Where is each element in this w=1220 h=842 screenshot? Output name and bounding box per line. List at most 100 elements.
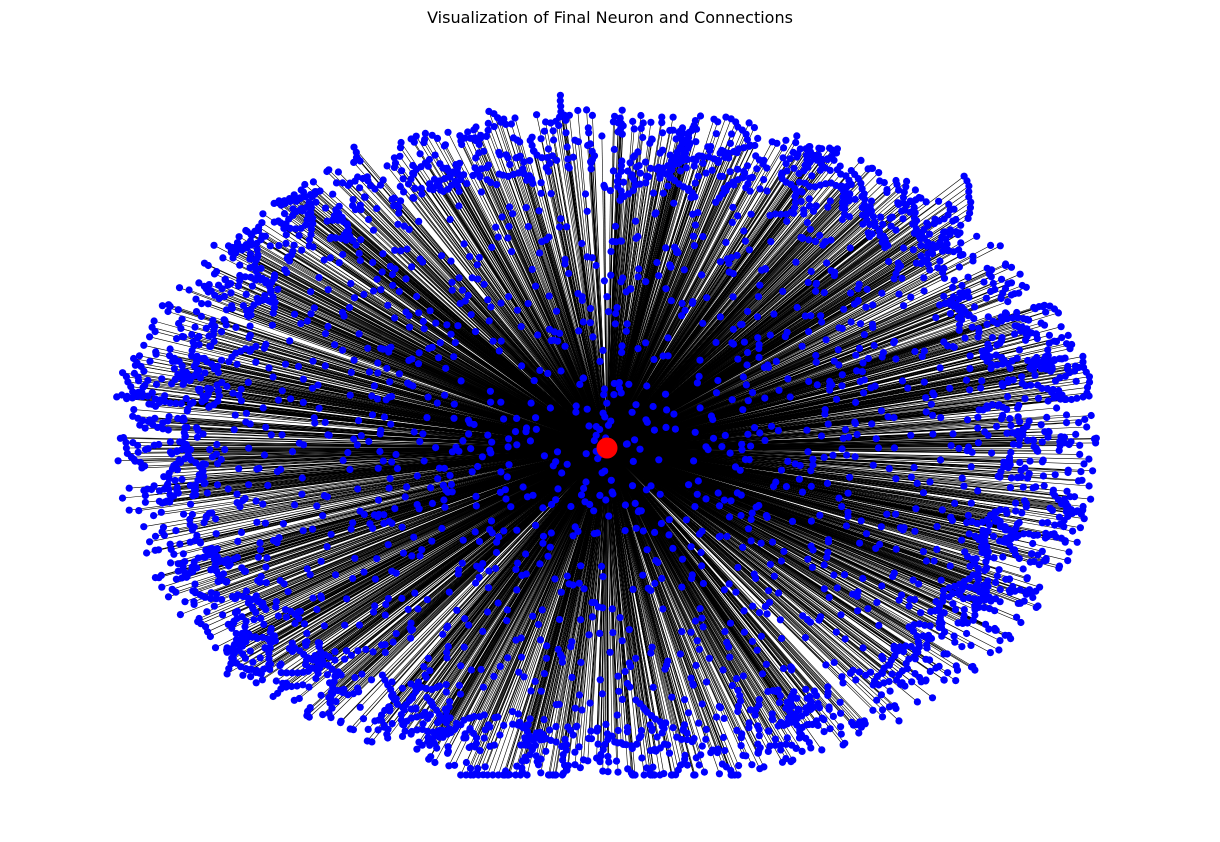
graph-edge — [250, 325, 608, 449]
graph-node — [729, 203, 737, 211]
graph-node — [492, 548, 501, 557]
graph-node — [494, 599, 502, 607]
graph-node — [213, 481, 222, 489]
graph-node — [744, 525, 753, 533]
graph-node — [653, 258, 661, 267]
graph-node — [477, 665, 485, 674]
graph-node — [966, 365, 974, 373]
graph-node — [602, 720, 610, 729]
graph-node — [932, 314, 940, 322]
graph-node — [844, 489, 852, 497]
graph-node — [477, 188, 485, 196]
graph-node — [498, 213, 506, 221]
graph-node — [663, 406, 671, 414]
graph-node — [582, 478, 590, 486]
graph-node — [586, 699, 594, 707]
graph-node — [309, 357, 317, 365]
graph-node — [978, 377, 986, 385]
graph-edge — [606, 447, 865, 722]
graph-node — [618, 342, 626, 350]
graph-node — [703, 294, 711, 302]
graph-node — [497, 299, 505, 307]
graph-node — [599, 346, 607, 354]
graph-node — [472, 579, 480, 587]
graph-node — [492, 564, 500, 573]
graph-node — [779, 664, 788, 673]
graph-node — [428, 499, 436, 507]
graph-node — [448, 448, 456, 456]
graph-node — [364, 344, 372, 352]
graph-node — [846, 473, 854, 481]
graph-node — [230, 426, 238, 434]
graph-node — [455, 447, 463, 455]
graph-node — [586, 304, 595, 313]
graph-node — [929, 411, 937, 419]
graph-node — [929, 430, 937, 438]
graph-node — [847, 318, 855, 326]
graph-node — [464, 416, 472, 424]
graph-node — [922, 408, 930, 416]
graph-node — [374, 359, 382, 367]
graph-node — [415, 309, 423, 317]
graph-node — [712, 338, 720, 347]
graph-node — [389, 281, 397, 289]
graph-node — [262, 423, 270, 431]
graph-node — [687, 543, 695, 551]
graph-node — [484, 296, 492, 304]
graph-node — [874, 444, 883, 452]
graph-node — [233, 360, 241, 368]
graph-node — [816, 511, 824, 519]
graph-node — [568, 638, 576, 646]
graph-node — [671, 425, 680, 433]
graph-node — [777, 557, 786, 565]
graph-node — [750, 424, 759, 432]
graph-node — [495, 347, 503, 355]
graph-node — [387, 420, 395, 428]
graph-node — [448, 278, 456, 286]
graph-node — [832, 628, 840, 636]
graph-node — [667, 297, 675, 305]
graph-node — [526, 437, 535, 445]
graph-node — [408, 552, 416, 560]
graph-node — [370, 608, 378, 616]
graph-node — [919, 548, 928, 556]
graph-node — [890, 337, 899, 345]
graph-node — [754, 293, 763, 301]
graph-node — [547, 190, 555, 198]
graph-node — [284, 588, 292, 596]
graph-node — [554, 337, 562, 345]
graph-node — [503, 473, 511, 481]
graph-node — [823, 479, 832, 487]
graph-node — [642, 278, 650, 286]
graph-node — [299, 527, 307, 535]
graph-node — [803, 426, 811, 434]
graph-node — [822, 661, 830, 669]
graph-node — [692, 661, 700, 670]
graph-node — [651, 528, 659, 537]
graph-node — [807, 312, 815, 320]
graph-node — [962, 376, 971, 384]
graph-node — [728, 681, 736, 690]
graph-node — [404, 379, 412, 387]
graph-node — [852, 398, 860, 406]
graph-node — [681, 306, 689, 314]
graph-node — [411, 589, 419, 597]
graph-node — [298, 490, 306, 498]
graph-node — [920, 378, 928, 386]
graph-node — [642, 486, 651, 494]
graph-node — [480, 280, 488, 288]
graph-node — [736, 466, 744, 474]
graph-node — [414, 360, 423, 368]
graph-node — [435, 464, 444, 472]
graph-node — [873, 598, 881, 607]
graph-node — [745, 246, 754, 254]
graph-node — [622, 288, 630, 296]
graph-node — [392, 630, 400, 638]
graph-node — [349, 519, 357, 527]
graph-node — [937, 576, 945, 584]
graph-node — [715, 533, 723, 541]
graph-node — [321, 418, 329, 426]
graph-node — [447, 480, 456, 489]
graph-node — [755, 341, 763, 349]
